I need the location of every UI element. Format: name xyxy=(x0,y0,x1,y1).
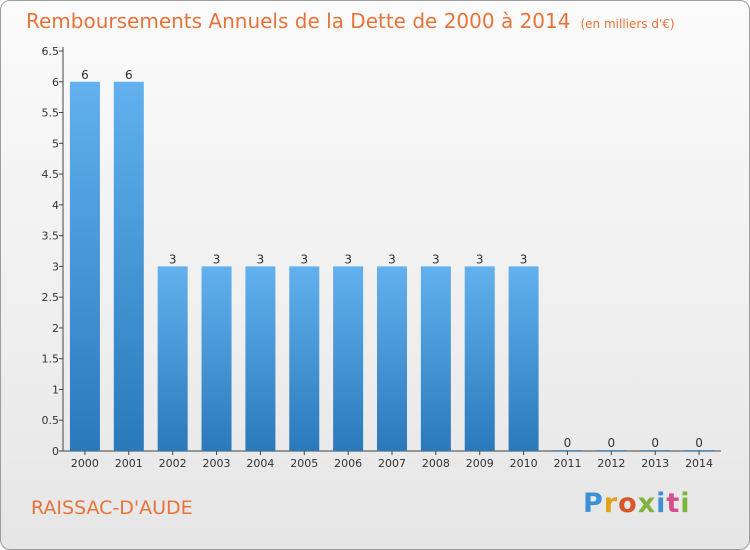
y-tick-label: 0.5 xyxy=(42,414,60,427)
y-tick-label: 2 xyxy=(52,322,59,335)
x-axis: 2000 2001 2002 2003 2004 2005 2006 2007 2008 2009… xyxy=(63,450,721,470)
value-label: 0 xyxy=(564,436,572,450)
value-label: 0 xyxy=(695,436,703,450)
bar xyxy=(596,450,627,451)
y-tick-label: 6 xyxy=(52,76,59,89)
chart-unit: (en milliers d'€) xyxy=(580,17,675,31)
x-tick-label: 2008 xyxy=(422,457,450,470)
bar xyxy=(640,450,671,451)
x-tick-label: 2002 xyxy=(159,457,187,470)
bar xyxy=(377,266,407,451)
bar xyxy=(69,81,100,452)
value-label: 3 xyxy=(344,252,352,266)
value-label: 3 xyxy=(300,252,308,266)
bar xyxy=(245,266,276,451)
x-tick-label: 2011 xyxy=(553,457,581,470)
x-tick-label: 2003 xyxy=(203,457,231,470)
y-tick-label: 2.5 xyxy=(42,291,60,304)
bar xyxy=(684,450,715,451)
value-label: 3 xyxy=(257,252,265,266)
value-label: 3 xyxy=(432,252,440,266)
value-label: 0 xyxy=(608,436,616,450)
value-label: 3 xyxy=(388,252,396,266)
y-tick-label: 1.5 xyxy=(42,353,60,366)
y-tick-label: 4.5 xyxy=(42,168,60,181)
x-tick-label: 2004 xyxy=(246,457,274,470)
value-label: 3 xyxy=(169,252,177,266)
x-tick-label: 2009 xyxy=(466,457,494,470)
bar xyxy=(333,266,364,451)
value-label: 3 xyxy=(476,252,484,266)
value-label: 3 xyxy=(520,252,528,266)
value-label: 6 xyxy=(81,68,89,82)
bar xyxy=(464,266,495,451)
bar xyxy=(552,450,583,451)
bar xyxy=(113,81,144,452)
y-tick-label: 0 xyxy=(52,445,59,458)
x-tick-label: 2000 xyxy=(71,457,99,470)
x-tick-label: 2010 xyxy=(510,457,538,470)
bar xyxy=(157,266,188,451)
x-tick-label: 2005 xyxy=(290,457,318,470)
x-tick-label: 2001 xyxy=(115,457,143,470)
y-axis: 0 0.5 1 1.5 2 2.5 3 3.5 4 4.5 5 5.5 6 6.5 xyxy=(42,45,64,458)
y-tick-label: 3 xyxy=(52,260,59,273)
value-label: 3 xyxy=(213,252,221,266)
value-label: 6 xyxy=(125,68,133,82)
y-tick-label: 3.5 xyxy=(42,230,60,243)
chart-title-text: Remboursements Annuels de la Dette de 20… xyxy=(26,9,571,33)
y-tick-label: 5.5 xyxy=(42,107,60,120)
commune-name: RAISSAC-D'AUDE xyxy=(31,497,193,519)
bar xyxy=(201,266,232,451)
y-tick-label: 4 xyxy=(52,199,59,212)
bar xyxy=(508,266,539,451)
chart-title: Remboursements Annuels de la Dette de 20… xyxy=(26,9,675,33)
x-tick-label: 2014 xyxy=(685,457,713,470)
y-tick-label: 6.5 xyxy=(42,45,60,58)
bar xyxy=(420,266,451,451)
y-tick-label: 1 xyxy=(52,383,59,396)
value-label: 0 xyxy=(651,436,659,450)
proxiti-logo[interactable]: Proxiti xyxy=(583,488,691,519)
y-tick-label: 5 xyxy=(52,137,59,150)
bars xyxy=(69,81,715,452)
bar xyxy=(289,266,320,451)
x-tick-label: 2013 xyxy=(641,457,669,470)
x-tick-label: 2006 xyxy=(334,457,362,470)
x-tick-label: 2012 xyxy=(597,457,625,470)
x-tick-label: 2007 xyxy=(378,457,406,470)
value-labels: 6 6 3 3 3 3 3 3 3 3 3 0 0 0 0 xyxy=(81,68,703,450)
